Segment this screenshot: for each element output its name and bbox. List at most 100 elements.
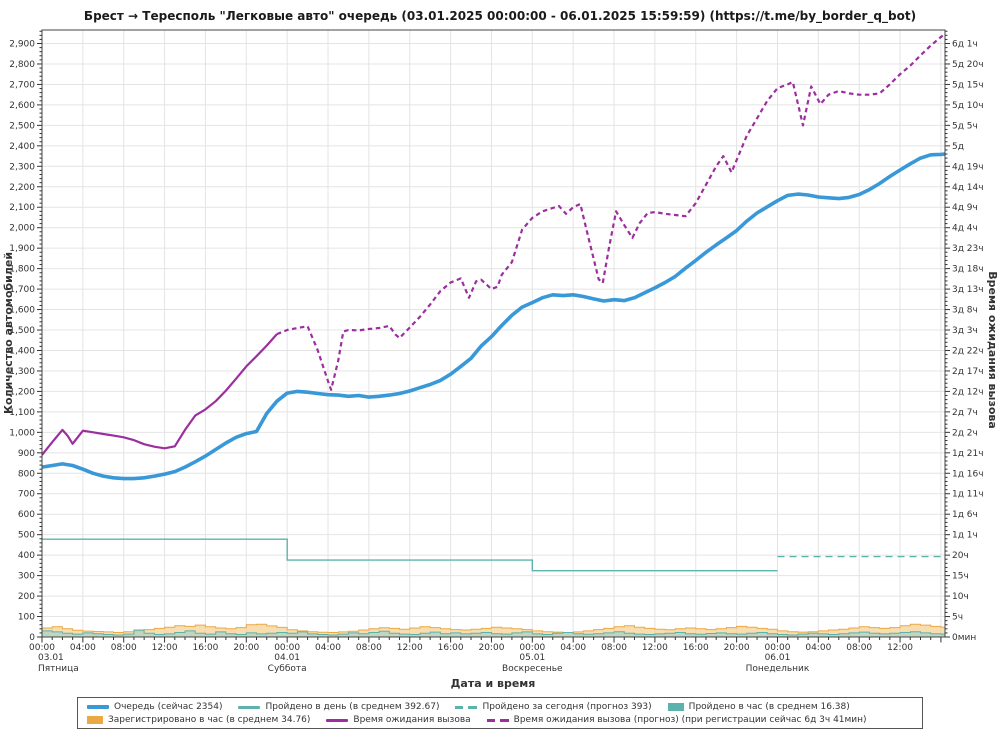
passed-per-day-line	[42, 538, 778, 572]
svg-text:100: 100	[18, 613, 35, 623]
queue-line-swatch	[87, 705, 109, 709]
svg-text:08:00: 08:00	[356, 643, 382, 653]
svg-text:00:00: 00:00	[765, 643, 791, 653]
svg-text:08:00: 08:00	[601, 643, 627, 653]
svg-text:4д 19ч: 4д 19ч	[952, 162, 984, 172]
svg-text:00:00: 00:00	[519, 643, 545, 653]
svg-text:12:00: 12:00	[642, 643, 668, 653]
svg-text:3д 13ч: 3д 13ч	[952, 285, 984, 295]
legend-item-passed-per-hour: Пройдено в час (в среднем 16.38)	[667, 702, 850, 712]
svg-text:Пятница: Пятница	[38, 664, 79, 674]
svg-text:1,700: 1,700	[9, 285, 35, 295]
svg-text:03.01: 03.01	[38, 653, 64, 663]
svg-text:1д 6ч: 1д 6ч	[952, 510, 978, 520]
svg-text:06.01: 06.01	[765, 653, 791, 663]
svg-text:20:00: 20:00	[233, 643, 259, 653]
svg-text:20:00: 20:00	[478, 643, 504, 653]
y-right-axis-title: Время ожидания вызова	[986, 271, 999, 429]
svg-text:Понедельник: Понедельник	[746, 664, 810, 674]
y-right-axis	[945, 30, 950, 638]
svg-text:1,400: 1,400	[9, 346, 35, 356]
svg-text:2д 17ч: 2д 17ч	[952, 367, 984, 377]
svg-text:3д 8ч: 3д 8ч	[952, 306, 978, 316]
svg-text:16:00: 16:00	[438, 643, 464, 653]
passed-today-forecast-dash-swatch	[455, 705, 478, 709]
svg-text:1д 1ч: 1д 1ч	[952, 531, 978, 541]
legend: Очередь (сейчас 2354) Пройдено в день (в…	[77, 697, 923, 729]
svg-text:2,800: 2,800	[9, 60, 35, 70]
svg-text:3д 18ч: 3д 18ч	[952, 265, 984, 275]
legend-label: Зарегистрировано в час (в среднем 34.76)	[108, 715, 311, 725]
svg-text:12:00: 12:00	[887, 643, 913, 653]
svg-text:20:00: 20:00	[724, 643, 750, 653]
svg-text:3д 23ч: 3д 23ч	[952, 244, 984, 254]
svg-text:5д 5ч: 5д 5ч	[952, 121, 978, 131]
svg-text:1,800: 1,800	[9, 265, 35, 275]
svg-text:1,000: 1,000	[9, 428, 35, 438]
wait-time-forecast-dash-swatch	[486, 718, 509, 722]
svg-text:3д 3ч: 3д 3ч	[952, 326, 978, 336]
legend-label: Время ожидания вызова	[353, 715, 471, 725]
svg-text:700: 700	[18, 490, 35, 500]
svg-text:00:00: 00:00	[274, 643, 300, 653]
svg-text:04.01: 04.01	[274, 653, 300, 663]
svg-text:2,100: 2,100	[9, 203, 35, 213]
svg-text:16:00: 16:00	[192, 643, 218, 653]
legend-label: Пройдено за сегодня (прогноз 393)	[482, 702, 652, 712]
wait-time-forecast-line	[276, 33, 946, 391]
svg-text:2,900: 2,900	[9, 40, 35, 50]
y-left-axis-title: Количество автомобилей	[2, 252, 15, 414]
chart-title: Брест → Тересполь "Легковые авто" очеред…	[83, 9, 917, 23]
y-right-labels: 0мин 5ч 10ч 15ч 20ч 1д 1ч 1д 6ч 1д 11ч 1д 16ч 1д …	[952, 40, 984, 643]
legend-item-wait-time: Время ожидания вызова	[326, 715, 471, 725]
svg-text:5д: 5д	[952, 142, 964, 152]
svg-text:1,600: 1,600	[9, 306, 35, 316]
svg-text:5д 10ч: 5д 10ч	[952, 101, 984, 111]
svg-text:04:00: 04:00	[70, 643, 96, 653]
svg-text:1,300: 1,300	[9, 367, 35, 377]
wait-time-line-swatch	[326, 718, 349, 722]
svg-text:1,500: 1,500	[9, 326, 35, 336]
legend-item-wait-time-forecast: Время ожидания вызова (прогноз) (при рег…	[486, 715, 867, 725]
passed-per-day-line-swatch	[238, 705, 261, 709]
registered-per-hour-box-swatch	[87, 716, 103, 724]
svg-text:08:00: 08:00	[846, 643, 872, 653]
series	[41, 33, 946, 638]
legend-item-queue: Очередь (сейчас 2354)	[87, 702, 222, 712]
svg-text:2,400: 2,400	[9, 142, 35, 152]
passed-per-hour-box-swatch	[667, 703, 684, 711]
legend-label: Время ожидания вызова (прогноз) (при рег…	[513, 715, 867, 725]
svg-text:05.01: 05.01	[519, 653, 545, 663]
svg-text:0: 0	[29, 633, 35, 643]
svg-text:200: 200	[18, 592, 35, 602]
svg-text:6д 1ч: 6д 1ч	[952, 40, 978, 50]
svg-text:2,600: 2,600	[9, 101, 35, 111]
legend-label: Очередь (сейчас 2354)	[114, 702, 223, 712]
svg-text:1,900: 1,900	[9, 244, 35, 254]
svg-text:400: 400	[18, 551, 35, 561]
svg-text:2д 12ч: 2д 12ч	[952, 387, 984, 397]
svg-text:00:00: 00:00	[29, 643, 55, 653]
svg-text:2,300: 2,300	[9, 162, 35, 172]
passed-per-hour-area	[41, 629, 946, 638]
queue-line	[41, 152, 946, 481]
svg-text:5д 15ч: 5д 15ч	[952, 80, 984, 90]
svg-text:2,000: 2,000	[9, 224, 35, 234]
svg-text:15ч: 15ч	[952, 572, 969, 582]
svg-text:1д 21ч: 1д 21ч	[952, 449, 984, 459]
plot-border	[41, 29, 946, 638]
svg-text:2,200: 2,200	[9, 183, 35, 193]
svg-text:4д 4ч: 4д 4ч	[952, 224, 978, 234]
svg-text:Суббота: Суббота	[268, 664, 307, 674]
svg-text:0мин: 0мин	[952, 633, 976, 643]
svg-text:04:00: 04:00	[560, 643, 586, 653]
svg-text:04:00: 04:00	[315, 643, 341, 653]
svg-text:800: 800	[18, 469, 35, 479]
y-left-axis	[37, 30, 42, 638]
svg-text:2,700: 2,700	[9, 80, 35, 90]
y-left-labels: 0 100 200 300 400 500 600 700 800 900 1,000 1,100 1,…	[9, 40, 35, 643]
svg-text:08:00: 08:00	[111, 643, 137, 653]
svg-text:2д 2ч: 2д 2ч	[952, 428, 978, 438]
